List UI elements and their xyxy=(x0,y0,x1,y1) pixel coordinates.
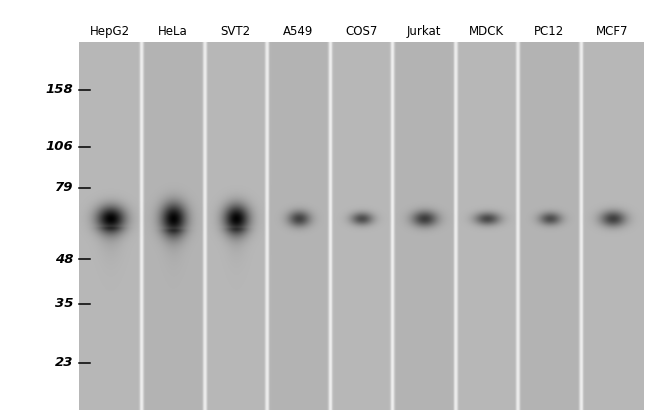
Text: 158: 158 xyxy=(46,83,73,96)
Text: 48: 48 xyxy=(55,252,73,266)
Text: 35: 35 xyxy=(55,297,73,310)
Text: 106: 106 xyxy=(46,140,73,153)
Text: 23: 23 xyxy=(55,356,73,370)
Text: 79: 79 xyxy=(55,181,73,194)
